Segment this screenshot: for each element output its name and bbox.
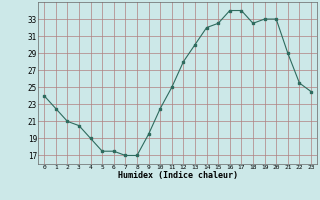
X-axis label: Humidex (Indice chaleur): Humidex (Indice chaleur) [118, 171, 238, 180]
